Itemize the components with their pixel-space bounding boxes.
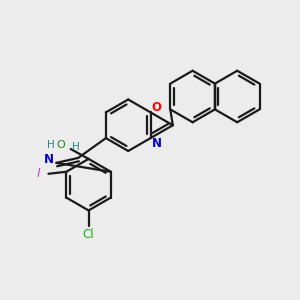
Text: N: N: [44, 153, 53, 167]
Text: O: O: [56, 140, 65, 150]
Text: I: I: [37, 167, 41, 180]
Text: N: N: [152, 136, 161, 150]
Text: O: O: [152, 101, 161, 114]
Text: H: H: [47, 140, 55, 150]
Text: Cl: Cl: [83, 228, 94, 241]
Text: H: H: [72, 142, 80, 152]
